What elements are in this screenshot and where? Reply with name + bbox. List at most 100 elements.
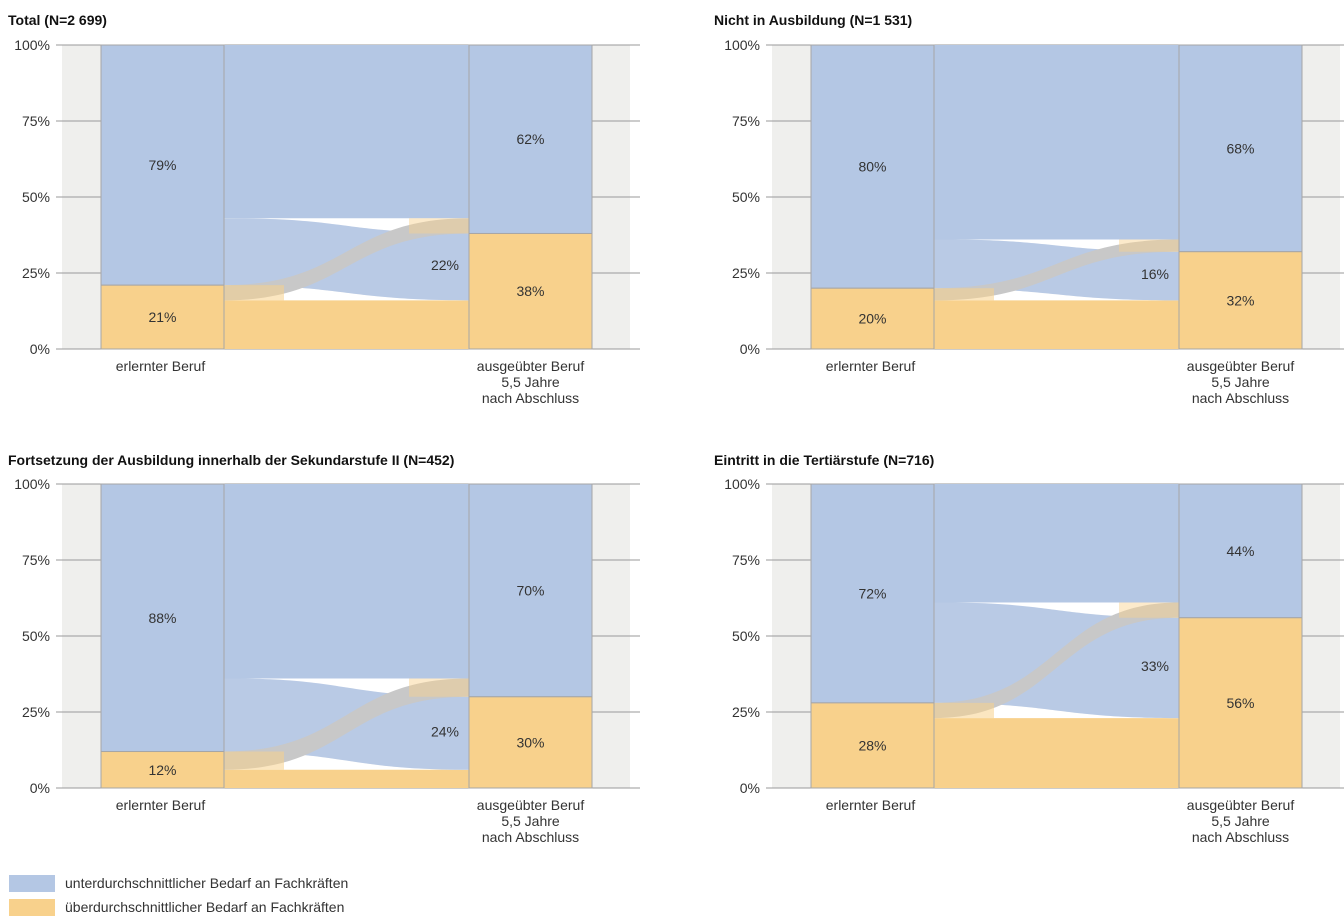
- x-category-label: 5,5 Jahre: [1211, 374, 1270, 390]
- y-tick-label: 25%: [732, 265, 760, 281]
- legend-label: überdurchschnittlicher Bedarf an Fachkrä…: [65, 899, 345, 915]
- data-label-right-blue: 70%: [516, 582, 544, 598]
- left-bar-blue: [100, 44, 225, 286]
- y-tick-label: 75%: [22, 113, 50, 129]
- y-tick-label: 25%: [22, 265, 50, 281]
- x-category-label: ausgeübter Beruf: [1187, 797, 1295, 813]
- data-label-flow: 33%: [1141, 658, 1169, 674]
- x-category-label: ausgeübter Beruf: [477, 797, 585, 813]
- y-tick-label: 100%: [724, 37, 760, 53]
- flow-orange-to-blue-start: [934, 288, 994, 301]
- right-bar-blue: [1178, 483, 1303, 619]
- x-category-label: erlernter Beruf: [826, 358, 916, 374]
- data-label-right-blue: 44%: [1226, 543, 1254, 559]
- data-label-left-orange: 21%: [148, 309, 176, 325]
- chart-panel-total: Total (N=2 699) 0% 25% 50% 75% 100% 79% 21% 62%…: [0, 0, 672, 440]
- right-bar-orange: [1178, 617, 1303, 789]
- y-tick-label: 0%: [740, 780, 760, 796]
- left-bar-blue: [810, 483, 935, 704]
- chart-title: Nicht in Ausbildung (N=1 531): [714, 12, 913, 28]
- alluvial-chart: 0% 25% 50% 75% 100% 80% 20% 68% 32% 16% erlernter …: [724, 37, 1344, 406]
- y-tick-label: 100%: [724, 476, 760, 492]
- y-tick-label: 100%: [14, 37, 50, 53]
- right-bar-orange: [468, 232, 593, 350]
- data-label-right-blue: 68%: [1226, 140, 1254, 156]
- flow-orange-to-blue-end: [1119, 602, 1179, 618]
- flow-blue-to-blue: [934, 45, 1179, 240]
- x-category-label: nach Abschluss: [1192, 390, 1289, 406]
- right-bar-orange: [1178, 251, 1303, 350]
- data-label-flow: 22%: [431, 257, 459, 273]
- data-label-left-orange: 12%: [148, 762, 176, 778]
- chart-panel-tertiaerstufe: Eintritt in die Tertiärstufe (N=716) 0% 2…: [672, 440, 1344, 870]
- flow-orange-to-blue-start: [224, 751, 284, 770]
- data-label-left-orange: 28%: [858, 737, 886, 753]
- y-tick-label: 50%: [22, 189, 50, 205]
- flow-blue-to-blue: [934, 484, 1179, 603]
- chart-panel-nicht-in-ausbildung: Nicht in Ausbildung (N=1 531) 0% 25% 50% 75…: [672, 0, 1344, 440]
- x-category-label: nach Abschluss: [482, 390, 579, 406]
- legend-swatch: [9, 874, 55, 892]
- alluvial-chart: 0% 25% 50% 75% 100% 72% 28% 44% 56% 33% erlernter …: [724, 476, 1344, 845]
- flow-orange-to-orange: [224, 300, 469, 349]
- x-category-label: ausgeübter Beruf: [1187, 358, 1295, 374]
- y-tick-label: 0%: [740, 341, 760, 357]
- legend-item-ueberdurchschnittlich: überdurchschnittlicher Bedarf an Fachkrä…: [9, 896, 348, 918]
- left-bar-orange: [810, 702, 935, 789]
- x-category-label: erlernter Beruf: [116, 358, 206, 374]
- x-category-label: nach Abschluss: [482, 829, 579, 845]
- flow-orange-to-blue-end: [1119, 239, 1179, 252]
- flow-orange-to-orange: [934, 300, 1179, 349]
- data-label-right-orange: 30%: [516, 734, 544, 750]
- x-category-label: 5,5 Jahre: [1211, 813, 1270, 829]
- legend: unterdurchschnittlicher Bedarf an Fachkr…: [9, 872, 348, 920]
- right-bar-blue: [1178, 44, 1303, 253]
- chart-title: Total (N=2 699): [8, 12, 107, 28]
- data-label-left-blue: 72%: [858, 585, 886, 601]
- flow-orange-to-blue: [934, 602, 1179, 719]
- alluvial-chart: 0% 25% 50% 75% 100% 88% 12% 70% 30% 24% erlernter …: [14, 476, 640, 845]
- y-tick-label: 75%: [732, 552, 760, 568]
- flow-orange-to-orange: [934, 718, 1179, 788]
- right-bar-blue: [468, 483, 593, 698]
- flow-orange-to-blue: [934, 239, 1179, 301]
- data-label-left-blue: 79%: [148, 157, 176, 173]
- flow-orange-to-blue-end: [409, 678, 469, 697]
- y-tick-label: 50%: [22, 628, 50, 644]
- y-tick-label: 75%: [22, 552, 50, 568]
- right-bar-orange: [468, 696, 593, 789]
- data-label-flow: 16%: [1141, 266, 1169, 282]
- y-tick-label: 100%: [14, 476, 50, 492]
- x-category-label: erlernter Beruf: [826, 797, 916, 813]
- chart-panel-sekundarstufe: Fortsetzung der Ausbildung innerhalb der…: [0, 440, 672, 870]
- left-bar-orange: [100, 751, 225, 789]
- left-bar-blue: [810, 44, 935, 289]
- flow-orange-to-blue-start: [224, 285, 284, 301]
- legend-swatch: [9, 898, 55, 916]
- x-category-label: 5,5 Jahre: [501, 374, 560, 390]
- legend-item-unterdurchschnittlich: unterdurchschnittlicher Bedarf an Fachkr…: [9, 872, 348, 894]
- flow-blue-to-blue: [224, 45, 469, 219]
- y-tick-label: 0%: [30, 341, 50, 357]
- data-label-right-orange: 56%: [1226, 695, 1254, 711]
- alluvial-chart: 0% 25% 50% 75% 100% 79% 21% 62% 38% 22% erlernter …: [14, 37, 640, 406]
- flow-blue-to-blue: [224, 484, 469, 679]
- left-bar-orange: [810, 287, 935, 350]
- data-label-left-orange: 20%: [858, 311, 886, 327]
- data-label-right-orange: 32%: [1226, 292, 1254, 308]
- chart-title: Eintritt in die Tertiärstufe (N=716): [714, 452, 935, 468]
- left-bar-blue: [100, 483, 225, 753]
- x-category-label: ausgeübter Beruf: [477, 358, 585, 374]
- y-tick-label: 25%: [22, 704, 50, 720]
- data-label-left-blue: 88%: [148, 610, 176, 626]
- data-label-right-orange: 38%: [516, 283, 544, 299]
- x-category-label: nach Abschluss: [1192, 829, 1289, 845]
- chart-title: Fortsetzung der Ausbildung innerhalb der…: [8, 452, 455, 468]
- left-bar-orange: [100, 284, 225, 350]
- y-tick-label: 50%: [732, 189, 760, 205]
- flow-orange-to-blue-end: [409, 218, 469, 234]
- y-tick-label: 0%: [30, 780, 50, 796]
- y-tick-label: 25%: [732, 704, 760, 720]
- flow-orange-to-blue-start: [934, 702, 994, 719]
- data-label-right-blue: 62%: [516, 131, 544, 147]
